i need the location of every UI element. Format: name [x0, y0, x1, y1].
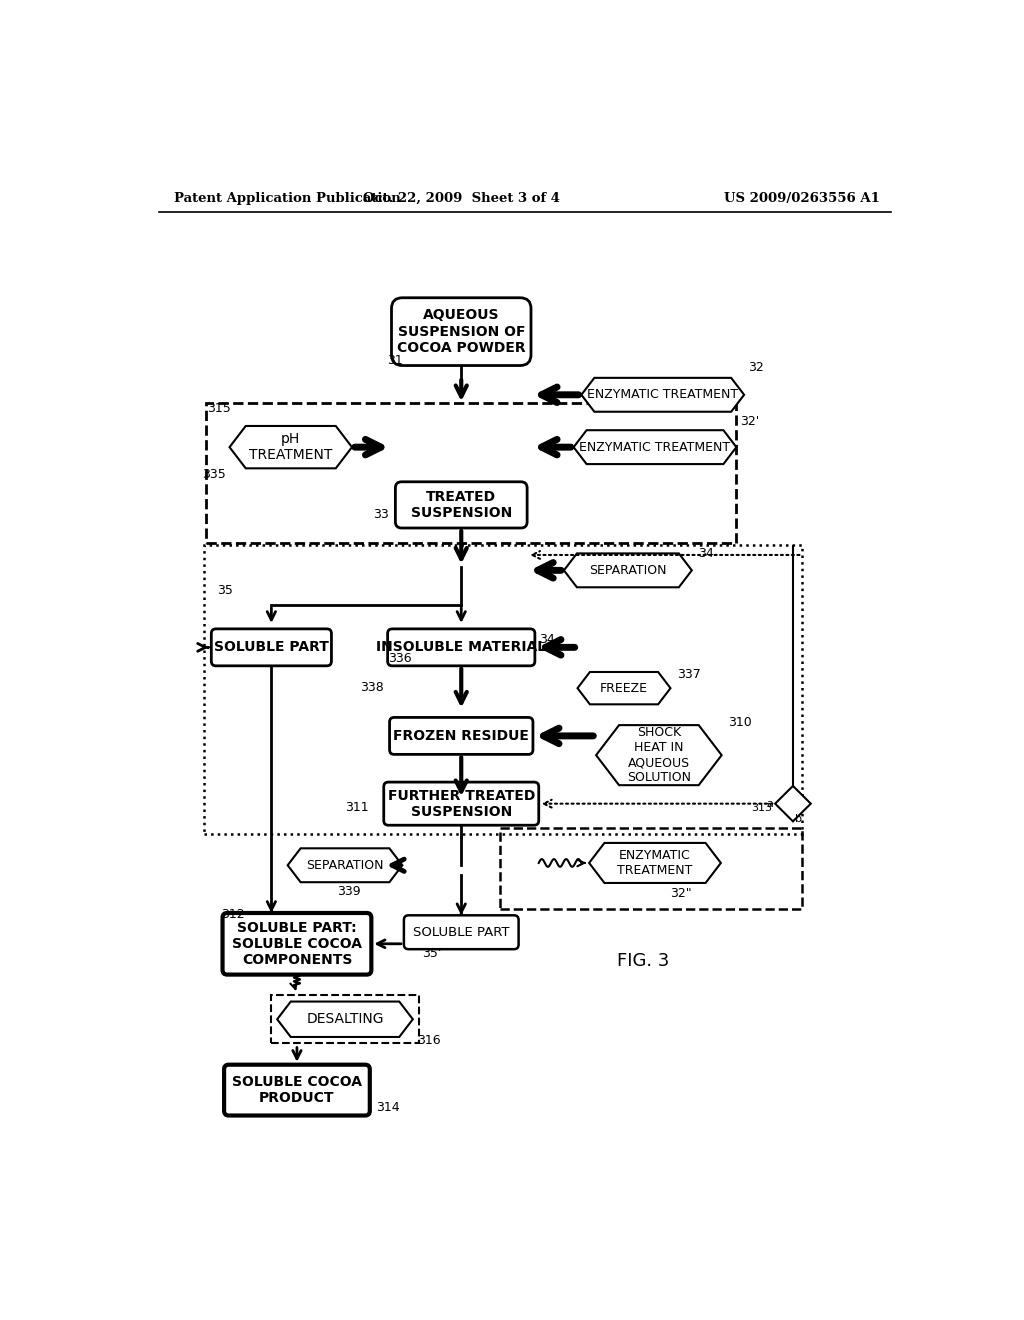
Text: SOLUBLE PART:
SOLUBLE COCOA
COMPONENTS: SOLUBLE PART: SOLUBLE COCOA COMPONENTS — [232, 920, 361, 968]
Text: TREATED
SUSPENSION: TREATED SUSPENSION — [411, 490, 512, 520]
Polygon shape — [582, 378, 744, 412]
Text: 339: 339 — [337, 884, 360, 898]
Text: 34: 34 — [539, 634, 555, 647]
Text: SOLUBLE COCOA
PRODUCT: SOLUBLE COCOA PRODUCT — [232, 1074, 361, 1105]
Text: 315: 315 — [207, 401, 230, 414]
FancyBboxPatch shape — [403, 915, 518, 949]
Text: ENZYMATIC TREATMENT: ENZYMATIC TREATMENT — [580, 441, 730, 454]
Text: SHOCK
HEAT IN
AQUEOUS
SOLUTION: SHOCK HEAT IN AQUEOUS SOLUTION — [627, 726, 691, 784]
FancyBboxPatch shape — [388, 628, 535, 665]
Text: 32': 32' — [740, 416, 760, 428]
Text: INSOLUBLE MATERIAL: INSOLUBLE MATERIAL — [376, 640, 547, 655]
Text: 31: 31 — [387, 354, 403, 367]
Polygon shape — [589, 843, 721, 883]
Text: FREEZE: FREEZE — [600, 681, 648, 694]
Text: 338: 338 — [360, 681, 384, 694]
Polygon shape — [229, 426, 352, 469]
Text: AQUEOUS
SUSPENSION OF
COCOA POWDER: AQUEOUS SUSPENSION OF COCOA POWDER — [397, 309, 525, 355]
Text: 32": 32" — [671, 887, 692, 900]
Text: 314: 314 — [376, 1101, 399, 1114]
Polygon shape — [573, 430, 736, 465]
Text: 312: 312 — [221, 908, 245, 921]
Polygon shape — [288, 849, 402, 882]
Text: SEPARATION: SEPARATION — [589, 564, 667, 577]
Text: DESALTING: DESALTING — [306, 1012, 384, 1026]
FancyBboxPatch shape — [389, 718, 532, 755]
Text: 32: 32 — [748, 362, 764, 375]
Text: 337: 337 — [677, 668, 700, 681]
FancyBboxPatch shape — [384, 781, 539, 825]
Text: 33: 33 — [374, 508, 389, 520]
Polygon shape — [564, 553, 692, 587]
Text: ENZYMATIC TREATMENT: ENZYMATIC TREATMENT — [587, 388, 738, 401]
Text: US 2009/0263556 A1: US 2009/0263556 A1 — [724, 191, 881, 205]
Text: FROZEN RESIDUE: FROZEN RESIDUE — [393, 729, 529, 743]
FancyBboxPatch shape — [224, 1065, 370, 1115]
Text: Patent Application Publication: Patent Application Publication — [174, 191, 401, 205]
Text: SOLUBLE PART: SOLUBLE PART — [214, 640, 329, 655]
Text: 34: 34 — [698, 546, 714, 560]
Text: 311: 311 — [345, 801, 369, 814]
Polygon shape — [278, 1002, 413, 1038]
FancyBboxPatch shape — [222, 913, 372, 974]
Text: SOLUBLE PART: SOLUBLE PART — [413, 925, 510, 939]
Text: a: a — [767, 800, 773, 809]
Text: 310: 310 — [728, 717, 752, 730]
Text: 336: 336 — [388, 652, 412, 665]
Text: b: b — [795, 814, 802, 825]
FancyBboxPatch shape — [391, 298, 531, 366]
Text: 35: 35 — [217, 583, 233, 597]
Polygon shape — [596, 725, 722, 785]
Text: 316: 316 — [417, 1035, 440, 1047]
Text: pH
TREATMENT: pH TREATMENT — [249, 432, 333, 462]
Text: 35': 35' — [423, 948, 442, 961]
Text: ENZYMATIC
TREATMENT: ENZYMATIC TREATMENT — [617, 849, 692, 876]
Text: Oct. 22, 2009  Sheet 3 of 4: Oct. 22, 2009 Sheet 3 of 4 — [362, 191, 560, 205]
Polygon shape — [775, 785, 811, 821]
FancyBboxPatch shape — [211, 628, 332, 665]
Polygon shape — [578, 672, 671, 705]
Text: SEPARATION: SEPARATION — [306, 859, 384, 871]
Text: FURTHER TREATED
SUSPENSION: FURTHER TREATED SUSPENSION — [387, 788, 535, 818]
Text: FIG. 3: FIG. 3 — [617, 952, 670, 970]
Text: 335: 335 — [202, 467, 225, 480]
Text: 313: 313 — [751, 803, 772, 813]
FancyBboxPatch shape — [395, 482, 527, 528]
